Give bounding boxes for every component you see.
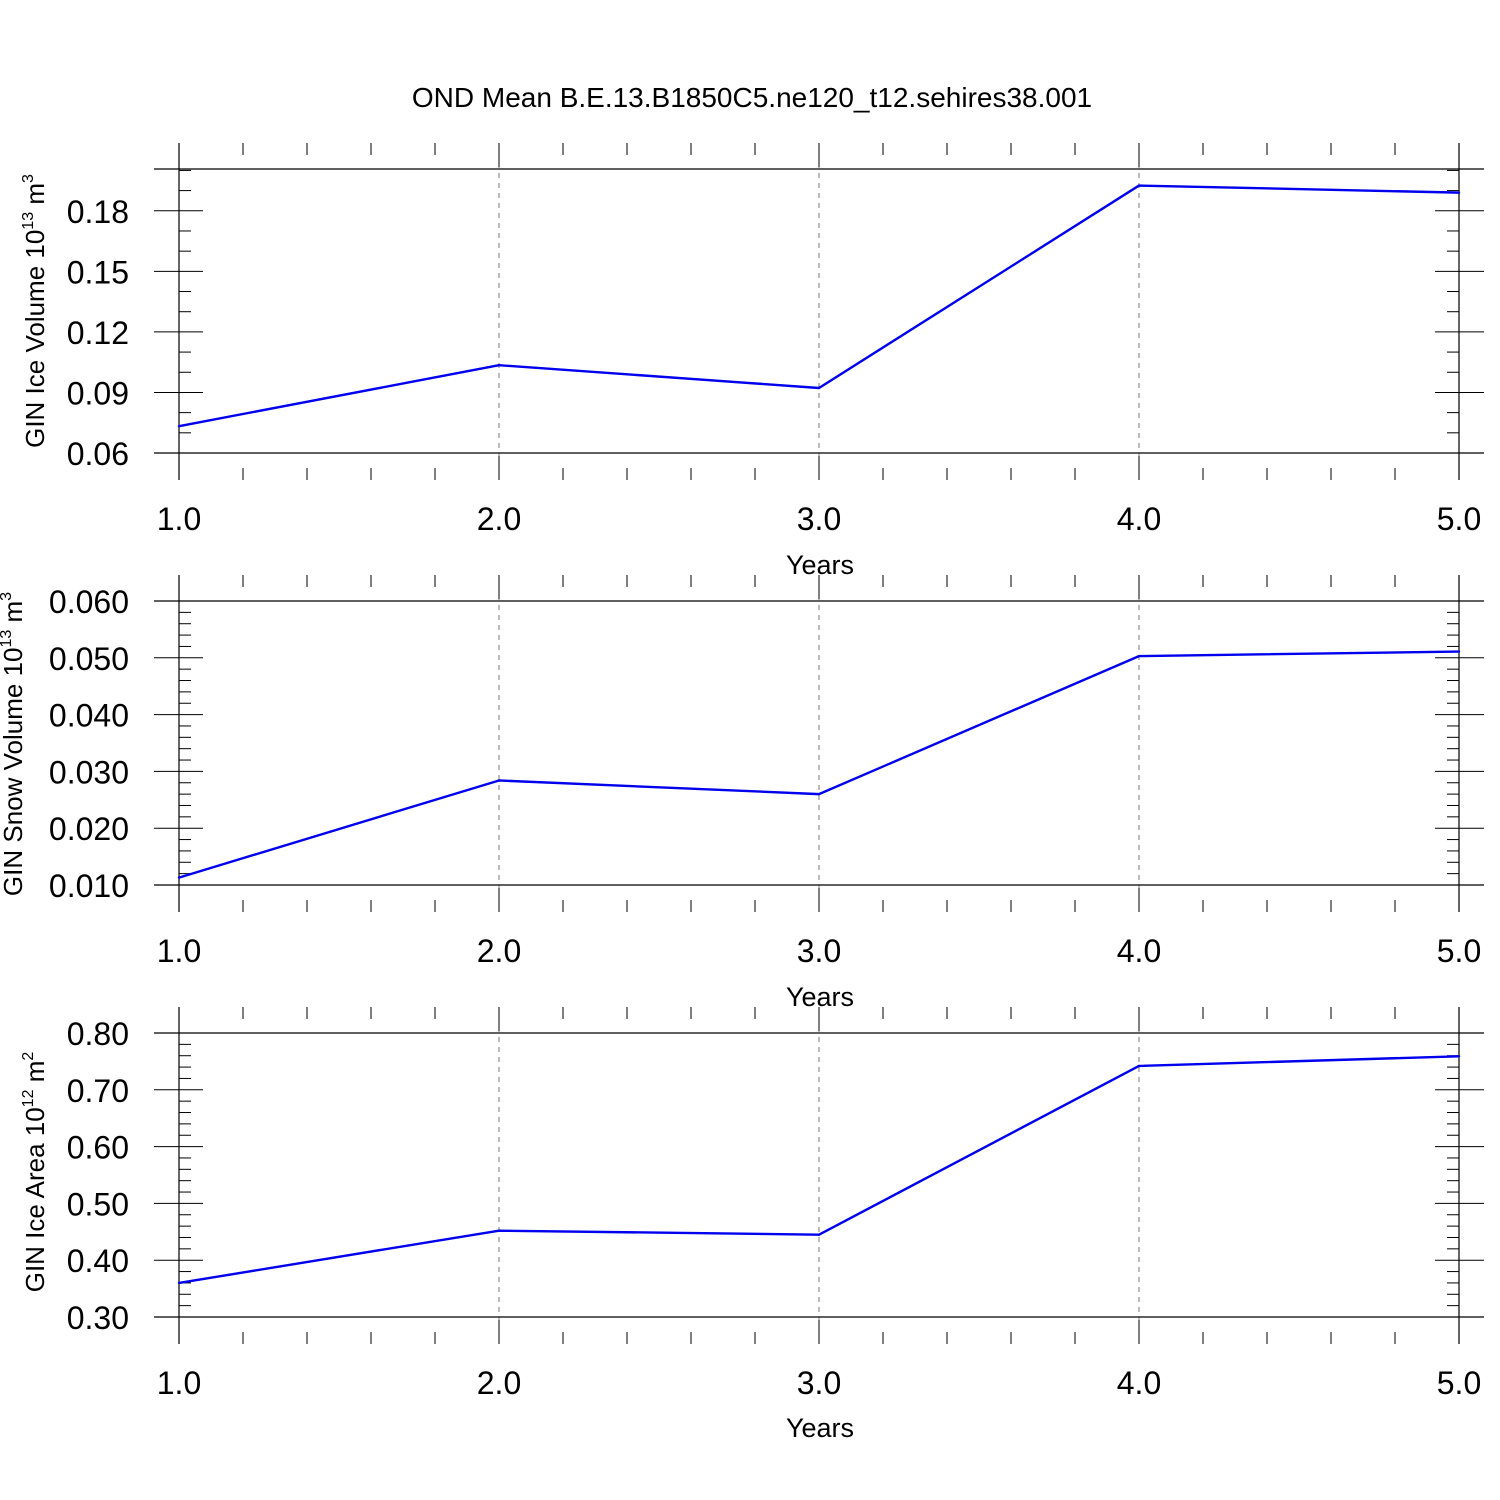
x-tick-label: 1.0 <box>157 933 201 969</box>
y-tick-label: 0.030 <box>49 754 129 790</box>
y-tick-label: 0.60 <box>67 1130 129 1166</box>
data-point <box>817 1233 821 1236</box>
x-tick-label: 3.0 <box>797 933 841 969</box>
panel-ice-area: Years GIN Ice Area 1012 m2 1.0 2.0 3.0 4.0 5… <box>20 1007 1484 1443</box>
y-axis-label: GIN Ice Area 1012 m2 <box>20 1052 50 1293</box>
data-point <box>1457 650 1461 653</box>
x-tick-label: 4.0 <box>1117 933 1161 969</box>
data-point <box>177 424 181 428</box>
x-axis-label: Years <box>786 982 854 1012</box>
y-tick-label: 0.06 <box>67 436 129 472</box>
y-tick-label: 0.09 <box>67 375 129 411</box>
x-axis-label: Years <box>786 550 854 580</box>
x-tick-label: 4.0 <box>1117 501 1161 537</box>
x-tick-label: 4.0 <box>1117 1365 1161 1401</box>
data-point <box>1457 1055 1461 1058</box>
y-axis-label: GIN Ice Volume 1013 m3 <box>20 174 50 448</box>
panel-ice-volume: Years GIN Ice Volume 1013 m3 1.0 2.0 3.0 4.… <box>20 143 1484 580</box>
panel-snow-volume: Years GIN Snow Volume 1013 m3 1.0 2.0 3.0 4… <box>0 575 1484 1012</box>
y-tick-label: 0.40 <box>67 1243 129 1279</box>
data-point <box>1137 1064 1141 1068</box>
y-tick-label: 0.050 <box>49 641 129 677</box>
data-point <box>817 792 821 796</box>
x-tick-label: 3.0 <box>797 501 841 537</box>
data-point <box>177 876 181 879</box>
x-tick-label: 3.0 <box>797 1365 841 1401</box>
y-tick-label: 0.060 <box>49 584 129 620</box>
y-axis-label: GIN Snow Volume 1013 m3 <box>0 592 28 896</box>
y-tick-label: 0.70 <box>67 1073 129 1109</box>
data-point <box>177 1281 181 1285</box>
x-tick-label: 5.0 <box>1437 1365 1481 1401</box>
figure-title: OND Mean B.E.13.B1850C5.ne120_t12.sehire… <box>412 82 1092 113</box>
data-point <box>1137 184 1141 187</box>
y-tick-label: 0.010 <box>49 868 129 904</box>
x-tick-label: 1.0 <box>157 501 201 537</box>
data-point <box>497 363 501 367</box>
x-axis-label: Years <box>786 1413 854 1443</box>
y-tick-label: 0.30 <box>67 1300 129 1336</box>
y-tick-label: 0.020 <box>49 811 129 847</box>
y-tick-label: 0.15 <box>67 254 129 290</box>
y-tick-label: 0.12 <box>67 315 129 351</box>
x-tick-label: 5.0 <box>1437 933 1481 969</box>
data-point <box>817 386 821 390</box>
data-point <box>1457 191 1461 194</box>
x-tick-label: 2.0 <box>477 933 521 969</box>
data-point <box>497 1229 501 1232</box>
data-point <box>1137 654 1141 658</box>
data-point <box>497 779 501 782</box>
y-tick-label: 0.18 <box>67 194 129 230</box>
y-tick-label: 0.040 <box>49 698 129 734</box>
x-tick-label: 2.0 <box>477 501 521 537</box>
x-tick-label: 5.0 <box>1437 501 1481 537</box>
x-tick-label: 1.0 <box>157 1365 201 1401</box>
y-tick-label: 0.50 <box>67 1186 129 1222</box>
y-tick-label: 0.80 <box>67 1016 129 1052</box>
x-tick-label: 2.0 <box>477 1365 521 1401</box>
